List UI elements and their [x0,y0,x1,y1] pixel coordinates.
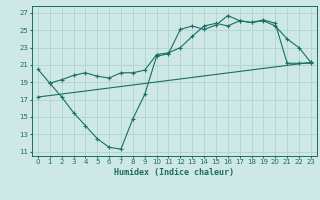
X-axis label: Humidex (Indice chaleur): Humidex (Indice chaleur) [115,168,234,177]
